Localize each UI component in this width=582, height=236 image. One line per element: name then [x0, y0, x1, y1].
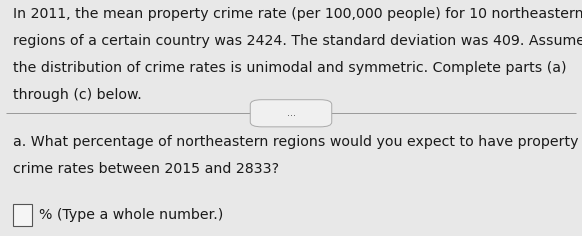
Text: ...: ...: [286, 108, 296, 118]
Text: regions of a certain country was 2424. The standard deviation was 409. Assume: regions of a certain country was 2424. T…: [13, 34, 582, 48]
Text: In 2011, the mean property crime rate (per 100,000 people) for 10 northeastern: In 2011, the mean property crime rate (p…: [13, 7, 582, 21]
FancyBboxPatch shape: [250, 100, 332, 127]
Text: through (c) below.: through (c) below.: [13, 88, 141, 102]
Text: % (Type a whole number.): % (Type a whole number.): [39, 208, 223, 222]
Text: the distribution of crime rates is unimodal and symmetric. Complete parts (a): the distribution of crime rates is unimo…: [13, 61, 566, 75]
Text: a. What percentage of northeastern regions would you expect to have property: a. What percentage of northeastern regio…: [13, 135, 579, 148]
FancyBboxPatch shape: [13, 203, 32, 226]
Text: crime rates between 2015 and 2833?: crime rates between 2015 and 2833?: [13, 162, 279, 176]
